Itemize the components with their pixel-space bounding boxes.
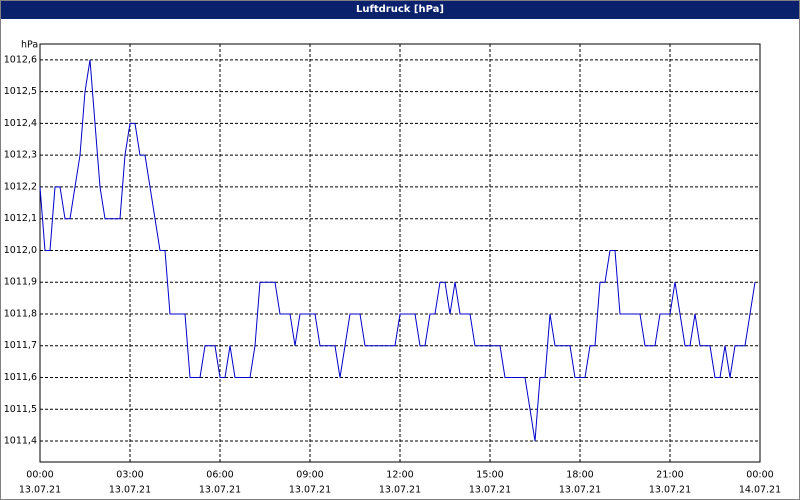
x-tick-date: 13.07.21 — [289, 485, 331, 496]
x-tick-date: 13.07.21 — [199, 485, 241, 496]
x-tick-date: 13.07.21 — [109, 485, 151, 496]
y-tick-label: 1012,5 — [4, 86, 37, 97]
y-tick-label: 1011,6 — [4, 372, 37, 383]
y-tick-label: 1012,2 — [4, 181, 37, 192]
x-tick-label: 00:00 — [26, 470, 53, 481]
x-tick-label: 00:00 — [746, 470, 773, 481]
x-tick-date: 13.07.21 — [559, 485, 601, 496]
x-tick-label: 09:00 — [296, 470, 323, 481]
x-tick-label: 03:00 — [116, 470, 143, 481]
x-tick-date: 13.07.21 — [469, 485, 511, 496]
plot-area — [40, 44, 760, 462]
x-tick-label: 18:00 — [566, 470, 593, 481]
y-tick-label: 1011,9 — [4, 277, 37, 288]
chart-title: Luftdruck [hPa] — [1, 1, 799, 19]
y-tick-label: 1012,4 — [4, 118, 37, 129]
x-tick-date: 13.07.21 — [379, 485, 421, 496]
y-tick-label: 1012,6 — [4, 54, 37, 65]
y-tick-label: 1012,3 — [4, 150, 37, 161]
y-tick-label: 1012,0 — [4, 245, 37, 256]
y-tick-label: 1012,1 — [4, 213, 37, 224]
y-tick-label: 1011,5 — [4, 404, 37, 415]
x-tick-label: 21:00 — [656, 470, 683, 481]
y-axis-label: hPa — [21, 40, 38, 51]
data-line — [39, 59, 756, 442]
y-tick-label: 1011,7 — [4, 340, 37, 351]
y-tick-label: 1011,8 — [4, 308, 37, 319]
x-tick-date: 13.07.21 — [649, 485, 691, 496]
x-tick-date: 14.07.21 — [739, 485, 781, 496]
y-tick-label: 1011,4 — [4, 436, 37, 447]
x-tick-label: 06:00 — [206, 470, 233, 481]
x-tick-label: 15:00 — [476, 470, 503, 481]
x-tick-date: 13.07.21 — [19, 485, 61, 496]
x-tick-label: 12:00 — [386, 470, 413, 481]
plot-border — [39, 43, 761, 463]
